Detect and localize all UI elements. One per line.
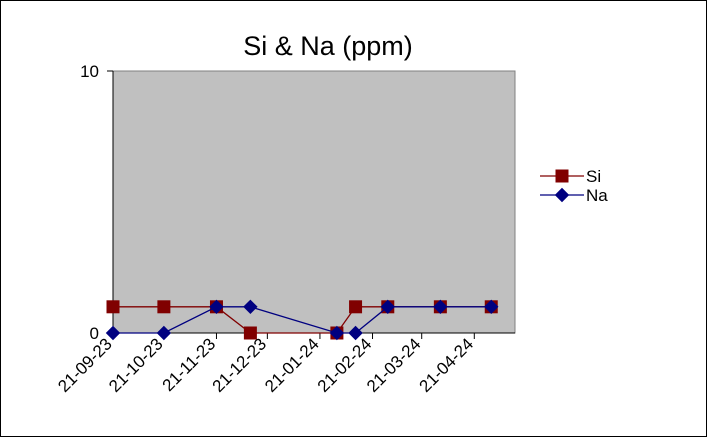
y-tick-label: 0 bbox=[90, 324, 99, 343]
data-point-si bbox=[106, 300, 120, 314]
data-point-na bbox=[329, 325, 345, 341]
data-point-na bbox=[433, 299, 448, 315]
plot-area bbox=[112, 70, 516, 334]
chart-title: Si & Na (ppm) bbox=[243, 31, 413, 61]
data-point-si bbox=[349, 300, 363, 314]
data-point-na bbox=[380, 299, 395, 315]
data-point-na bbox=[156, 325, 172, 341]
y-tick-label: 10 bbox=[80, 62, 99, 81]
data-point-na bbox=[348, 325, 363, 341]
data-point-na bbox=[105, 325, 121, 341]
data-point-si bbox=[157, 300, 171, 314]
data-point-na bbox=[243, 299, 258, 315]
legend-item-si: Si bbox=[540, 167, 601, 186]
legend-label: Si bbox=[586, 167, 601, 186]
data-point-na bbox=[209, 299, 224, 315]
legend-label: Na bbox=[586, 186, 608, 205]
legend-marker-na bbox=[554, 187, 570, 203]
series-layer bbox=[105, 299, 499, 341]
legend-item-na: Na bbox=[540, 186, 608, 205]
legend-marker-si bbox=[555, 169, 569, 183]
data-point-na bbox=[484, 299, 499, 315]
series-na bbox=[105, 299, 499, 341]
data-point-si bbox=[243, 326, 257, 340]
